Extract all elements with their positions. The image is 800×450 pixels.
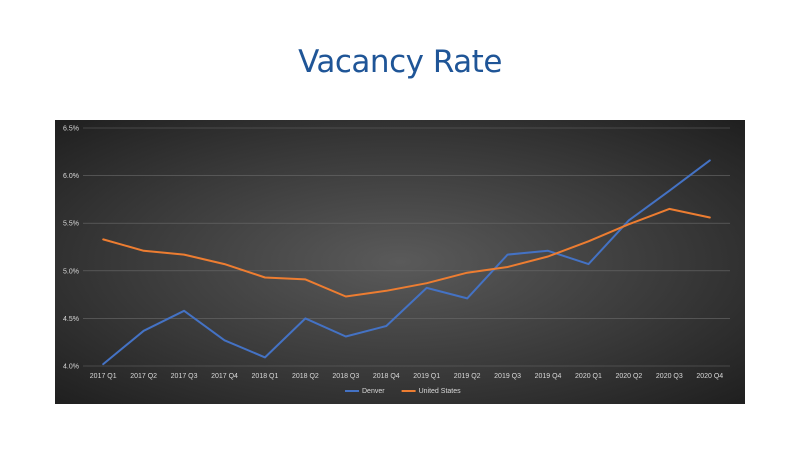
- series-line-denver: [102, 159, 711, 366]
- x-axis-ticks: 2017 Q1 2017 Q2 2017 Q3 2017 Q4 2018 Q1 2018 …: [90, 373, 724, 380]
- x-tick-label: 2020 Q4: [696, 373, 723, 380]
- x-tick-label: 2020 Q2: [615, 373, 642, 380]
- slide-title: Vacancy Rate: [298, 44, 502, 80]
- x-tick-label: 2018 Q1: [252, 373, 279, 380]
- x-tick-label: 2020 Q3: [656, 373, 683, 380]
- y-axis-ticks: 4.0% 4.5% 5.0% 5.5% 6.0% 6.5%: [63, 126, 79, 371]
- x-tick-label: 2017 Q3: [171, 373, 198, 380]
- chart-area: 4.0% 4.5% 5.0% 5.5% 6.0% 6.5% 2017 Q1 2017 Q2 2…: [55, 120, 745, 404]
- x-tick-label: 2018 Q4: [373, 373, 400, 380]
- y-tick-label: 5.5%: [63, 221, 79, 228]
- legend-label-denver: Denver: [362, 388, 385, 395]
- x-tick-label: 2019 Q1: [413, 373, 440, 380]
- x-tick-label: 2017 Q1: [90, 373, 117, 380]
- y-tick-label: 6.0%: [63, 173, 79, 180]
- x-tick-label: 2019 Q4: [535, 373, 562, 380]
- y-tick-label: 4.0%: [63, 364, 79, 371]
- legend: Denver United States: [345, 388, 461, 395]
- x-tick-label: 2017 Q4: [211, 373, 238, 380]
- y-tick-label: 6.5%: [63, 126, 79, 133]
- x-tick-label: 2018 Q2: [292, 373, 319, 380]
- y-tick-label: 5.0%: [63, 268, 79, 275]
- y-tick-label: 4.5%: [63, 316, 79, 323]
- legend-label-united-states: United States: [419, 388, 462, 395]
- series-lines: [102, 159, 711, 366]
- x-tick-label: 2019 Q2: [454, 373, 481, 380]
- gridlines: [83, 127, 730, 367]
- x-tick-label: 2020 Q1: [575, 373, 602, 380]
- line-chart: 4.0%4.5%5.0%5.5%6.0%6.5% 2017 Q1 2017 Q2 2…: [63, 126, 730, 395]
- series-line-united-states: [102, 207, 711, 298]
- x-tick-label: 2019 Q3: [494, 373, 521, 380]
- x-tick-label: 2018 Q3: [332, 373, 359, 380]
- x-tick-label: 2017 Q2: [130, 373, 157, 380]
